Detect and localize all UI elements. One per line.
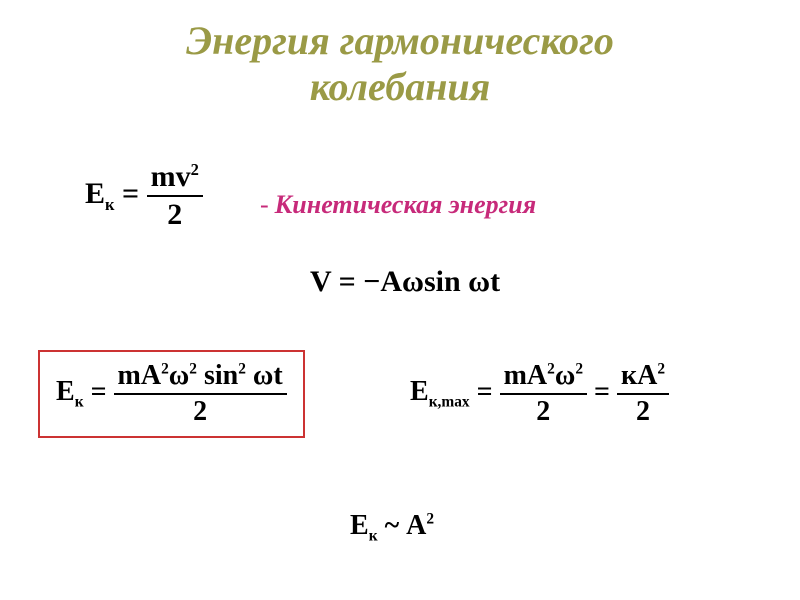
- formula-ek-max: Eк,max = mA2ω2 2 = кA2 2: [410, 360, 669, 428]
- ek-lhs: Eк: [85, 177, 115, 210]
- title-line1: Энергия гармонического: [186, 18, 614, 63]
- label-dash: -: [260, 190, 269, 219]
- title-line2: колебания: [310, 64, 491, 109]
- ekmax-lhs: Eк,max: [410, 376, 470, 407]
- formula-ek-definition: Eк = mv2 2: [85, 160, 203, 232]
- formula-ek-expanded: Eк = mA2ω2 sin2 ωt 2: [38, 350, 305, 438]
- ekprop-lhs: Eк: [350, 510, 378, 541]
- ekfull-fraction: mA2ω2 sin2 ωt 2: [114, 360, 287, 428]
- ekfull-lhs: Eк: [56, 376, 84, 407]
- ek-fraction: mv2 2: [147, 160, 203, 232]
- ekmax-frac2: кA2 2: [617, 360, 669, 428]
- slide-title: Энергия гармонического колебания: [0, 18, 800, 110]
- formula-velocity: V = −Aωsin ωt: [310, 265, 500, 299]
- label-text: Кинетическая энергия: [275, 190, 536, 219]
- formula-ek-proportional: Eк ~ A2: [350, 510, 434, 542]
- ekmax-frac1: mA2ω2 2: [500, 360, 587, 428]
- kinetic-energy-label: -Кинетическая энергия: [260, 190, 536, 220]
